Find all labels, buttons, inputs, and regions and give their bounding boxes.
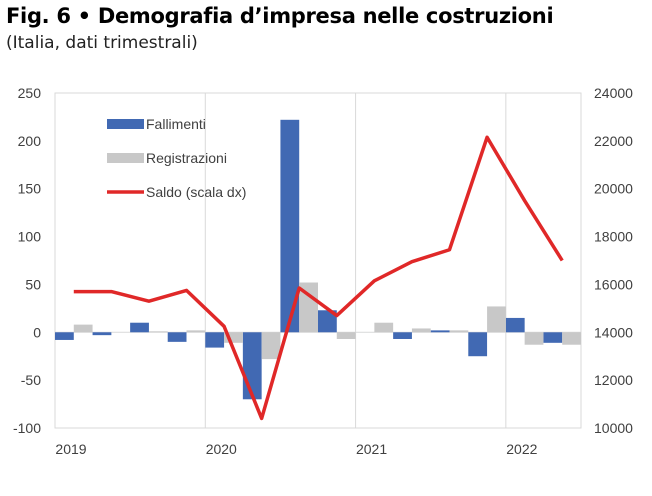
y-axis-left: 250 200 150 100 50 0 -50 -100: [13, 85, 41, 436]
x-tick: 2022: [506, 441, 537, 457]
year-grid-lines: [204, 93, 507, 428]
y-tick-left: 200: [18, 133, 42, 149]
bar-fallimenti: [205, 332, 225, 348]
y-tick-right: 10000: [594, 420, 633, 436]
series-line-saldo: [73, 135, 564, 421]
bar-registrazioni: [148, 331, 168, 333]
chart-title: Fig. 6 • Demografia d’impresa nelle cost…: [6, 4, 554, 28]
chart-subtitle: (Italia, dati trimestrali): [6, 33, 198, 53]
bar-fallimenti: [130, 322, 149, 333]
y-tick-left: 100: [18, 229, 42, 245]
bar-registrazioni: [299, 282, 318, 333]
bar-fallimenti: [505, 317, 525, 333]
bar-fallimenti: [318, 310, 337, 333]
bar-registrazioni: [336, 332, 356, 339]
bar-registrazioni: [224, 332, 243, 343]
y-tick-right: 18000: [594, 229, 633, 245]
bar-fallimenti: [393, 332, 412, 339]
bar-fallimenti: [167, 332, 187, 342]
bar-registrazioni: [524, 332, 544, 345]
bar-registrazioni: [73, 324, 93, 333]
bar-registrazioni: [261, 332, 281, 360]
legend-label-registrazioni: Registrazioni: [146, 150, 227, 166]
y-tick-right: 24000: [594, 85, 633, 101]
bar-registrazioni: [562, 332, 581, 345]
bar-registrazioni: [449, 330, 469, 333]
y-axis-right: 24000 22000 20000 18000 16000 14000 12000 10000: [594, 85, 633, 436]
y-tick-right: 16000: [594, 276, 633, 292]
bar-fallimenti: [468, 332, 488, 357]
y-tick-left: 0: [33, 324, 41, 340]
y-tick-left: -100: [13, 420, 41, 436]
bar-fallimenti: [92, 332, 112, 336]
legend-label-saldo: Saldo (scala dx): [146, 184, 246, 200]
legend-swatch-fallimenti: [107, 119, 144, 129]
y-tick-right: 20000: [594, 181, 633, 197]
bar-fallimenti: [55, 332, 74, 340]
bar-registrazioni: [411, 328, 431, 333]
y-tick-left: -50: [21, 372, 41, 388]
plot-area: [54, 92, 582, 429]
x-tick: 2019: [55, 441, 86, 457]
y-tick-left: 150: [18, 181, 42, 197]
bar-registrazioni: [186, 330, 206, 333]
legend-swatch-registrazioni: [107, 153, 144, 163]
bar-registrazioni: [374, 322, 394, 333]
y-tick-right: 12000: [594, 372, 633, 388]
y-tick-right: 14000: [594, 324, 633, 340]
bar-fallimenti: [242, 332, 262, 400]
x-axis: 2019 2020 2021 2022: [55, 441, 537, 457]
bar-fallimenti: [430, 330, 450, 333]
y-tick-left: 50: [25, 276, 41, 292]
bar-fallimenti: [543, 332, 563, 343]
y-tick-right: 22000: [594, 133, 633, 149]
bar-fallimenti: [280, 119, 300, 333]
y-tick-left: 250: [18, 85, 42, 101]
bar-registrazioni: [487, 306, 506, 333]
x-tick: 2020: [206, 441, 237, 457]
legend-label-fallimenti: Fallimenti: [146, 116, 206, 132]
legend: Fallimenti Registrazioni Saldo (scala dx…: [107, 116, 246, 200]
x-tick: 2021: [356, 441, 387, 457]
